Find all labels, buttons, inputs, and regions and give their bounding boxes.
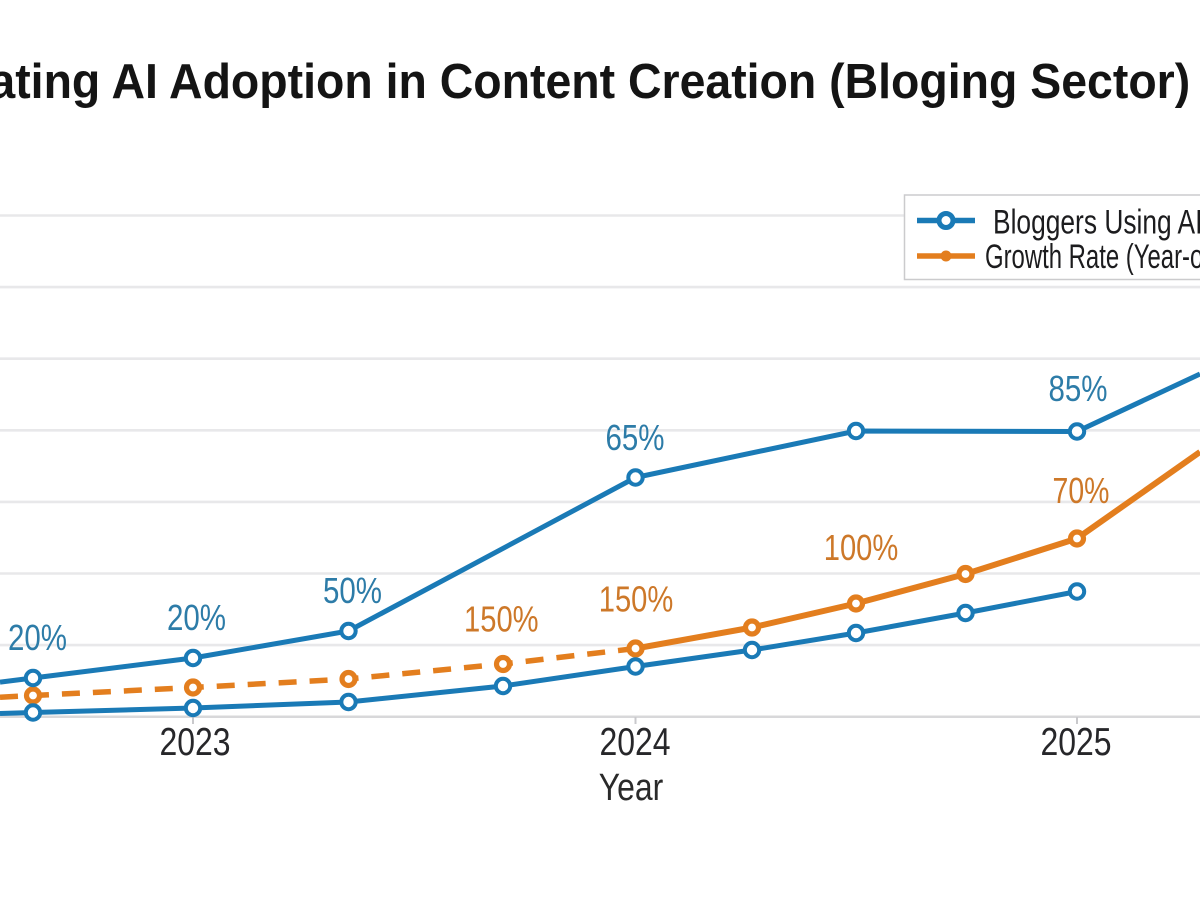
svg-text:65%: 65% [605,417,664,457]
svg-text:Year: Year [599,766,664,808]
svg-text:150%: 150% [464,599,539,640]
svg-text:20%: 20% [167,597,226,637]
svg-text:Bloggers Using AI (%): Bloggers Using AI (%) [993,203,1200,241]
svg-text:100%: 100% [824,527,899,568]
svg-text:2025: 2025 [1040,720,1111,764]
svg-text:85%: 85% [1048,368,1107,408]
svg-text:50%: 50% [323,570,382,610]
svg-text:ating AI Adoption in Content C: ating AI Adoption in Content Creation (B… [0,55,1190,109]
svg-text:2023: 2023 [159,720,230,764]
svg-text:150%: 150% [599,579,674,620]
svg-text:70%: 70% [1053,471,1110,511]
svg-text:20%: 20% [8,617,67,657]
svg-text:2024: 2024 [599,720,670,764]
svg-text:Growth Rate (Year-over-Year %): Growth Rate (Year-over-Year %) [985,238,1200,276]
